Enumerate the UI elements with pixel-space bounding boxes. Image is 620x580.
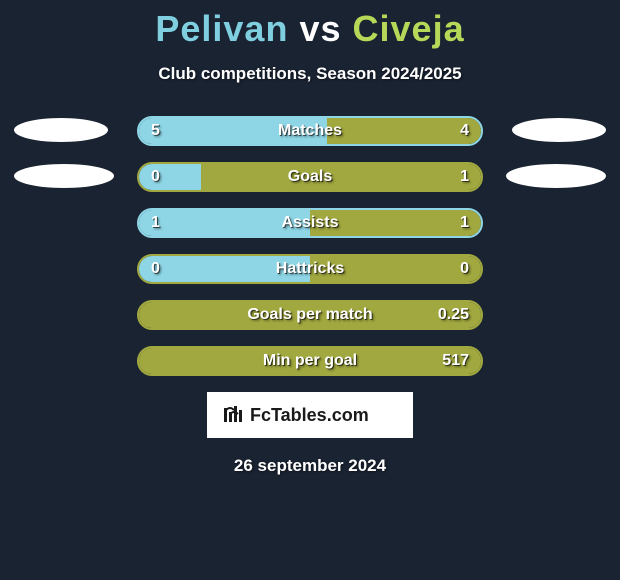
- stat-value-right: 4: [460, 122, 469, 140]
- brand-text: FcTables.com: [250, 405, 369, 425]
- stats-chart: 5 Matches 4 0 Goals 1 1 Assists 1 0 Hattricks 0 Goal…: [0, 116, 620, 376]
- comparison-title: Pelivan vs Civeja: [0, 0, 620, 50]
- avatar-left-row0: [14, 118, 108, 142]
- stat-row: 0 Goals 1: [137, 162, 483, 192]
- stat-label: Goals per match: [247, 306, 372, 324]
- stat-label: Hattricks: [276, 260, 344, 278]
- stat-value-right: 0.25: [438, 306, 469, 324]
- stat-value-right: 0: [460, 260, 469, 278]
- date-label: 26 september 2024: [0, 456, 620, 476]
- stat-row: Goals per match 0.25: [137, 300, 483, 330]
- subtitle: Club competitions, Season 2024/2025: [0, 64, 620, 84]
- bar-right: [201, 164, 481, 190]
- stat-row: 1 Assists 1: [137, 208, 483, 238]
- stat-value-right: 1: [460, 168, 469, 186]
- stat-label: Matches: [278, 122, 342, 140]
- stat-value-left: 1: [151, 214, 160, 232]
- stat-label: Goals: [288, 168, 332, 186]
- vs-text: vs: [299, 8, 341, 49]
- bar-right: [327, 118, 481, 144]
- stat-value-right: 517: [442, 352, 469, 370]
- stat-row: 0 Hattricks 0: [137, 254, 483, 284]
- player1-name: Pelivan: [155, 8, 288, 49]
- stat-label: Assists: [282, 214, 339, 232]
- stat-row: 5 Matches 4: [137, 116, 483, 146]
- stat-value-left: 0: [151, 168, 160, 186]
- avatar-left-row1: [14, 164, 114, 188]
- stat-value-left: 5: [151, 122, 160, 140]
- player2-name: Civeja: [353, 8, 465, 49]
- stat-label: Min per goal: [263, 352, 357, 370]
- stat-row: Min per goal 517: [137, 346, 483, 376]
- avatar-right-row0: [512, 118, 606, 142]
- stat-value-right: 1: [460, 214, 469, 232]
- bar-left: [139, 164, 201, 190]
- stat-value-left: 0: [151, 260, 160, 278]
- avatar-right-row1: [506, 164, 606, 188]
- brand-logo: FcTables.com: [207, 392, 413, 438]
